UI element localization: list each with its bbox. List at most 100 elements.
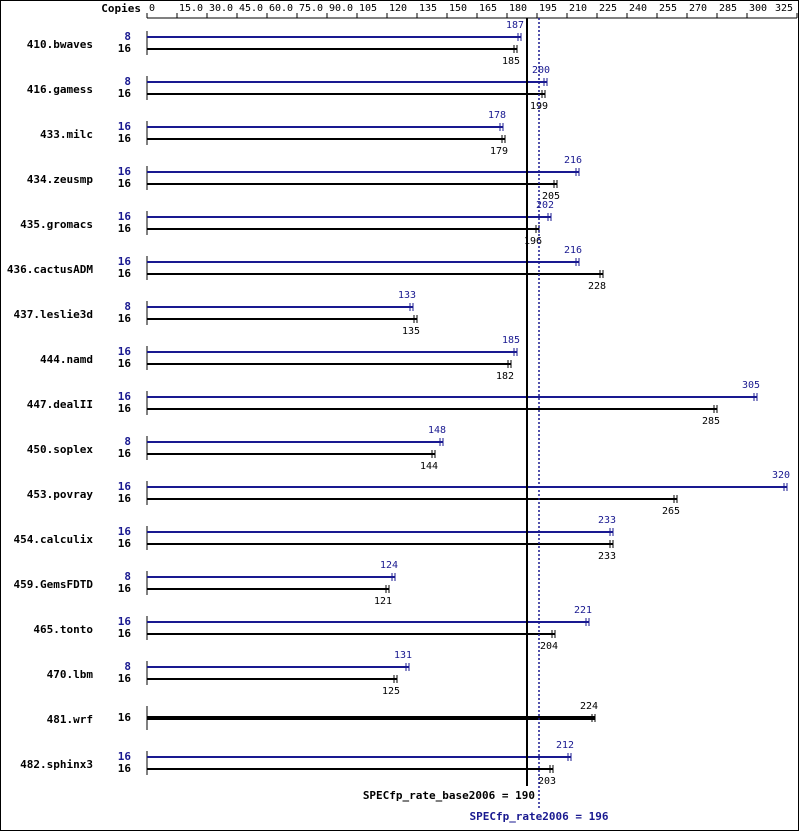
value-label: 320 [772,470,790,481]
reference-label: SPECfp_rate_base2006 = 190 [363,789,535,802]
value-label: 233 [598,515,616,526]
x-tick-label: 150 [449,3,467,14]
bar [147,678,397,680]
x-tick-label: 135 [419,3,437,14]
bar [147,453,435,455]
bar [147,93,545,95]
bar [147,633,555,635]
x-tick-label: 225 [599,3,617,14]
value-label: 205 [542,191,560,202]
value-label: 187 [506,20,524,31]
bar [147,171,579,173]
copies-label: 16 [118,312,132,325]
benchmark-label: 410.bwaves [27,38,93,51]
bar [147,306,413,308]
bar [147,396,757,398]
copies-label: 16 [118,627,132,640]
value-label: 182 [496,371,514,382]
benchmark-label: 453.povray [27,488,94,501]
value-label: 185 [502,56,520,67]
bar [147,768,553,770]
x-tick-label: 270 [689,3,707,14]
copies-label: 16 [118,750,132,763]
copies-label: 16 [118,402,132,415]
copies-label: 16 [118,615,132,628]
x-tick-label: 180 [509,3,527,14]
value-label: 179 [490,146,508,157]
copies-label: 16 [118,357,132,370]
value-label: 216 [564,155,582,166]
bar [147,261,579,263]
value-label: 233 [598,551,616,562]
copies-label: 16 [118,120,132,133]
copies-label: 16 [118,537,132,550]
x-tick-label: 325 [775,3,793,14]
benchmark-label: 435.gromacs [20,218,93,231]
copies-label: 16 [118,447,132,460]
reference-label: SPECfp_rate2006 = 196 [469,810,608,823]
bar [147,363,511,365]
copies-label: 16 [118,210,132,223]
copies-label: 16 [118,582,132,595]
value-label: 221 [574,605,592,616]
bar [147,228,539,230]
x-tick-label: 60.0 [269,3,293,14]
bar [147,498,677,500]
bar [147,588,389,590]
copies-label: 16 [118,132,132,145]
benchmark-label: 470.lbm [47,668,94,681]
copies-label: 16 [118,672,132,685]
value-label: 212 [556,740,574,751]
copies-label: 16 [118,267,132,280]
bar [147,126,503,128]
copies-label: 16 [118,42,132,55]
copies-header: Copies [101,2,141,15]
x-tick-label: 285 [719,3,737,14]
value-label: 204 [540,641,558,652]
copies-label: 16 [118,525,132,538]
bar [147,666,409,668]
benchmark-label: 437.leslie3d [14,308,93,321]
bar [147,216,551,218]
benchmark-label: 450.soplex [27,443,94,456]
value-label: 228 [588,281,606,292]
x-tick-label: 165 [479,3,497,14]
copies-label: 16 [118,492,132,505]
benchmark-label: 436.cactusADM [7,263,93,276]
bar [147,408,717,410]
bar [147,441,443,443]
value-label: 144 [420,461,438,472]
bar [147,48,517,50]
bar [147,756,571,758]
x-tick-label: 90.0 [329,3,353,14]
value-label: 285 [702,416,720,427]
copies-label: 16 [118,255,132,268]
bar [147,576,395,578]
value-label: 203 [538,776,556,787]
bar [147,531,613,533]
copies-label: 16 [118,177,132,190]
copies-label: 8 [124,570,131,583]
x-tick-label: 30.0 [209,3,233,14]
bar [147,81,547,83]
copies-label: 16 [118,762,132,775]
value-label: 124 [380,560,398,571]
value-label: 133 [398,290,416,301]
value-label: 200 [532,65,550,76]
value-label: 125 [382,686,400,697]
copies-label: 8 [124,75,131,88]
bar [147,486,787,488]
copies-label: 16 [118,345,132,358]
bar [147,716,595,720]
copies-label: 16 [118,390,132,403]
copies-label: 16 [118,480,132,493]
x-tick-label: 240 [629,3,647,14]
bar [147,138,505,140]
benchmark-label: 447.dealII [27,398,93,411]
bar [147,351,517,353]
bar [147,543,613,545]
x-tick-label: 75.0 [299,3,323,14]
value-label: 121 [374,596,392,607]
x-tick-label: 45.0 [239,3,263,14]
